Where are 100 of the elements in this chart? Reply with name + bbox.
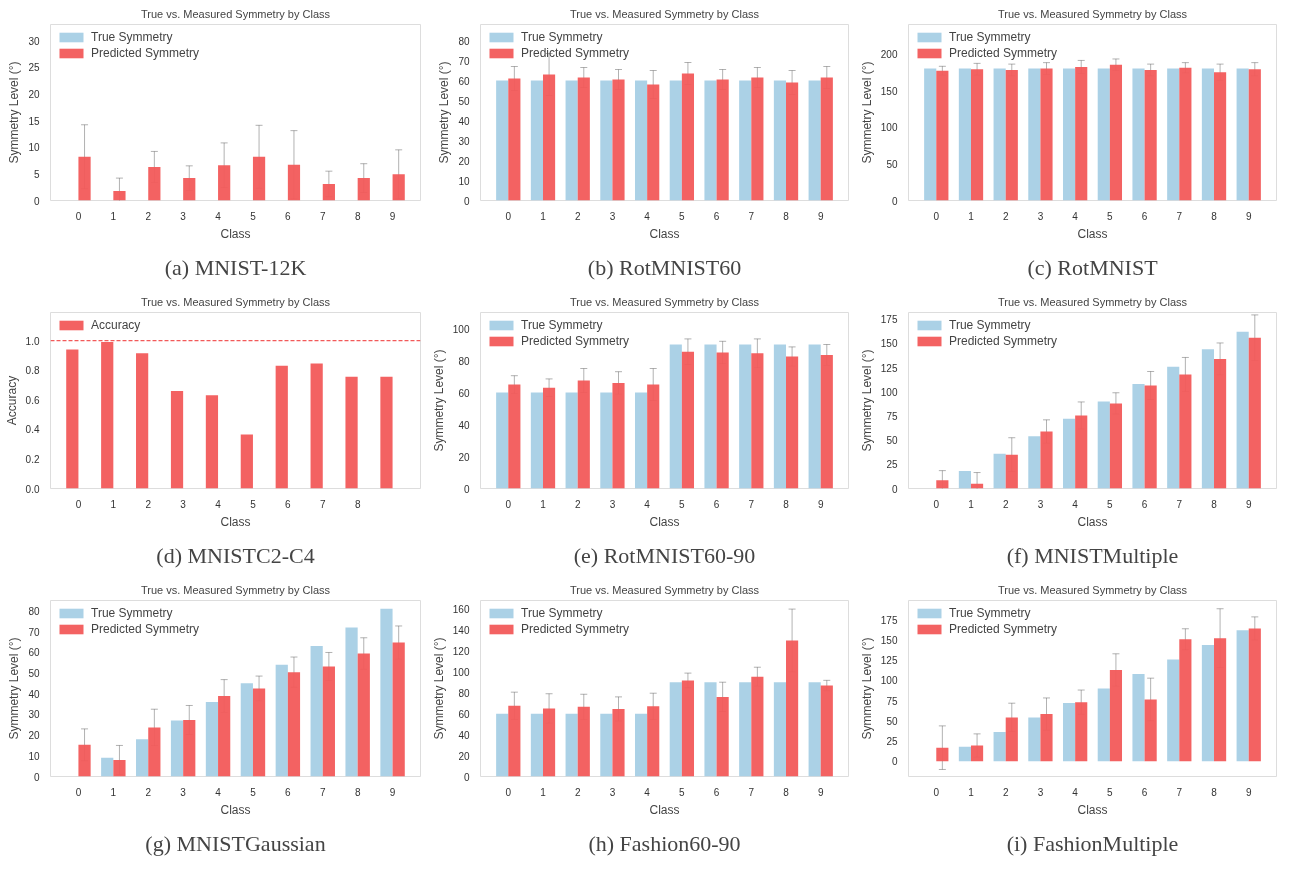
- x-tick-label: 6: [713, 498, 720, 510]
- y-tick-label: 60: [458, 708, 470, 720]
- y-tick-label: 150: [880, 338, 898, 350]
- y-tick-label: 40: [458, 115, 470, 127]
- x-tick-label: 2: [1002, 498, 1009, 510]
- x-tick-label: 4: [1072, 786, 1079, 798]
- y-tick-label: 0.8: [25, 365, 40, 377]
- legend-label: Predicted Symmetry: [521, 334, 630, 348]
- y-tick-label: 0.4: [25, 424, 40, 436]
- x-tick-label: 9: [389, 786, 396, 798]
- y-tick-label: 0: [33, 195, 40, 207]
- y-tick-label: 0: [463, 483, 470, 495]
- text: (a) MNIST-12K: [164, 254, 307, 280]
- legend-label: True Symmetry: [949, 30, 1031, 44]
- y-tick-label: 100: [880, 386, 898, 398]
- legend-label: Accuracy: [91, 318, 141, 332]
- x-tick-label: 8: [783, 210, 790, 222]
- x-tick-label: 5: [250, 210, 257, 222]
- x-tick-label: 4: [644, 786, 651, 798]
- chart-title: True vs. Measured Symmetry by Class: [997, 295, 1188, 308]
- chart-title: True vs. Measured Symmetry by Class: [569, 7, 760, 20]
- x-tick-label: 7: [319, 498, 326, 510]
- y-axis-title: Symmetry Level (°): [431, 349, 446, 452]
- x-tick-label: 4: [215, 498, 222, 510]
- y-tick-label: 25: [28, 62, 40, 74]
- y-tick-label: 40: [458, 729, 470, 741]
- y-tick-label: 15: [28, 115, 40, 127]
- x-tick-label: 7: [319, 210, 326, 222]
- y-tick-label: 175: [880, 614, 898, 626]
- x-tick-label: 6: [285, 786, 292, 798]
- legend-label: Predicted Symmetry: [949, 46, 1058, 60]
- x-tick-label: 9: [817, 210, 824, 222]
- x-tick-label: 0: [75, 210, 82, 222]
- y-axis-title: Symmetry Level (°): [859, 349, 874, 452]
- x-tick-label: 5: [1107, 498, 1114, 510]
- y-tick-label: 20: [458, 750, 470, 762]
- legend-label: True Symmetry: [521, 318, 603, 332]
- x-tick-label: 2: [145, 498, 152, 510]
- x-tick-label: 9: [817, 786, 824, 798]
- y-axis-title: Symmetry Level (°): [437, 61, 452, 164]
- x-tick-label: 8: [354, 498, 361, 510]
- y-tick-label: 0.6: [25, 394, 40, 406]
- x-tick-label: 7: [1176, 210, 1183, 222]
- x-tick-label: 4: [644, 210, 651, 222]
- x-tick-label: 2: [574, 786, 581, 798]
- y-tick-label: 100: [880, 122, 898, 134]
- x-tick-label: 1: [110, 210, 117, 222]
- legend-label: Predicted Symmetry: [521, 622, 630, 636]
- y-tick-label: 10: [458, 175, 470, 187]
- y-tick-label: 30: [28, 709, 40, 721]
- y-tick-label: 75: [886, 410, 898, 422]
- y-tick-label: 40: [458, 419, 470, 431]
- x-tick-label: 3: [180, 786, 187, 798]
- x-tick-label: 3: [609, 786, 616, 798]
- x-tick-label: 6: [713, 786, 720, 798]
- y-tick-label: 75: [886, 695, 898, 707]
- y-axis-title: Symmetry Level (°): [859, 61, 874, 164]
- text: (i) FashionMultiple: [1006, 830, 1179, 856]
- legend-label: True Symmetry: [521, 606, 603, 620]
- x-tick-label: 0: [75, 498, 82, 510]
- y-tick-label: 0.0: [25, 483, 40, 495]
- x-tick-label: 5: [679, 210, 686, 222]
- x-tick-label: 7: [1176, 786, 1183, 798]
- x-tick-label: 0: [505, 786, 512, 798]
- x-tick-label: 4: [1072, 498, 1079, 510]
- x-tick-label: 5: [1107, 210, 1114, 222]
- x-tick-label: 3: [1037, 498, 1044, 510]
- y-tick-label: 200: [880, 48, 898, 60]
- x-tick-label: 4: [215, 786, 222, 798]
- y-tick-label: 80: [28, 605, 40, 617]
- x-tick-label: 7: [748, 786, 755, 798]
- x-tick-label: 4: [1072, 210, 1079, 222]
- y-tick-label: 0: [891, 195, 898, 207]
- text: (d) MNISTC2-C4: [156, 542, 315, 568]
- x-tick-label: 5: [1107, 786, 1114, 798]
- x-tick-label: 6: [285, 210, 292, 222]
- y-tick-label: 30: [28, 35, 40, 47]
- x-tick-label: 7: [748, 210, 755, 222]
- x-tick-label: 6: [285, 498, 292, 510]
- x-tick-label: 3: [609, 498, 616, 510]
- y-axis-title: Symmetry Level (°): [7, 61, 22, 164]
- text: (g) MNISTGaussian: [145, 830, 326, 856]
- x-tick-label: 1: [110, 498, 117, 510]
- chart-title: True vs. Measured Symmetry by Class: [997, 583, 1188, 596]
- x-tick-label: 2: [574, 498, 581, 510]
- x-tick-label: 9: [1245, 210, 1252, 222]
- text: (f) MNISTMultiple: [1006, 542, 1179, 568]
- chart-title: True vs. Measured Symmetry by Class: [140, 583, 331, 596]
- x-tick-label: 6: [1141, 498, 1148, 510]
- x-axis-title: Class: [649, 226, 680, 241]
- x-tick-label: 9: [1245, 786, 1252, 798]
- x-tick-label: 8: [1211, 210, 1218, 222]
- y-tick-label: 100: [452, 323, 470, 335]
- y-tick-label: 150: [880, 635, 898, 647]
- y-tick-label: 0.2: [25, 453, 40, 465]
- y-tick-label: 0: [891, 483, 898, 495]
- x-tick-label: 2: [145, 786, 152, 798]
- x-tick-label: 9: [389, 210, 396, 222]
- chart-title: True vs. Measured Symmetry by Class: [997, 7, 1188, 20]
- x-axis-title: Class: [220, 226, 251, 241]
